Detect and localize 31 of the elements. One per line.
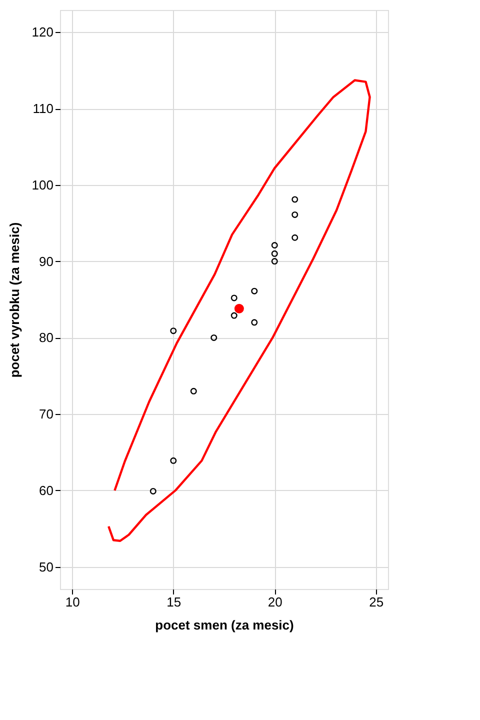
x-tick-label: 10 xyxy=(65,594,80,610)
point xyxy=(292,196,298,203)
point xyxy=(292,234,298,241)
point xyxy=(292,211,298,218)
y-tick-label: 110 xyxy=(32,101,54,116)
x-axis-title: pocet smen (za mesic) xyxy=(155,618,294,632)
y-tick-label: 120 xyxy=(32,24,54,40)
line-series xyxy=(107,79,371,542)
point xyxy=(170,328,177,334)
x-tick-label: 20 xyxy=(268,594,282,610)
point xyxy=(230,294,238,302)
point xyxy=(251,288,258,294)
point xyxy=(170,457,177,464)
x-tick-label: 25 xyxy=(369,594,384,610)
point xyxy=(271,258,278,265)
y-tick-label: 90 xyxy=(39,254,54,269)
y-axis-title: pocet vyrobku (za mesic) xyxy=(6,222,22,378)
point xyxy=(251,319,258,326)
point xyxy=(150,488,156,494)
y-tick-label: 60 xyxy=(39,482,54,498)
point xyxy=(271,250,278,257)
point xyxy=(230,312,238,319)
y-tick-label: 50 xyxy=(39,559,54,574)
y-tick-label: 100 xyxy=(32,177,54,192)
point xyxy=(190,388,197,394)
y-tick-label: 70 xyxy=(39,406,54,422)
point xyxy=(234,304,244,314)
point xyxy=(271,242,278,249)
x-tick-label: 15 xyxy=(166,594,182,610)
y-tick-label: 80 xyxy=(39,330,54,346)
point xyxy=(210,334,218,341)
